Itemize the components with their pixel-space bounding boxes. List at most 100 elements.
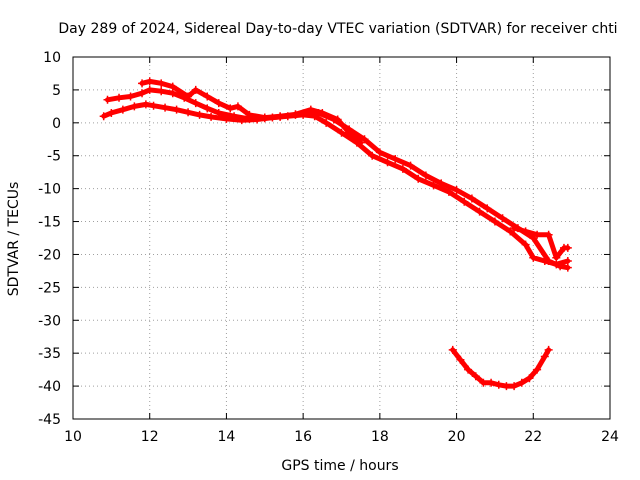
data-point — [245, 110, 254, 119]
x-tick-label: 10 — [64, 429, 82, 445]
data-point — [184, 92, 193, 101]
data-point — [203, 104, 212, 113]
data-point — [544, 257, 553, 266]
series-track-3 — [138, 77, 365, 147]
series-track-2 — [103, 85, 572, 272]
data-point — [383, 158, 392, 167]
data-point — [429, 181, 438, 190]
data-point — [345, 128, 354, 137]
data-point — [544, 230, 553, 239]
series-line — [139, 78, 364, 146]
data-point — [99, 112, 108, 121]
data-point — [483, 204, 492, 213]
data-point — [540, 352, 549, 361]
data-point — [118, 105, 127, 114]
data-point — [191, 99, 200, 108]
data-point — [333, 115, 342, 124]
data-point — [184, 108, 193, 117]
data-point — [556, 262, 565, 271]
data-point — [356, 138, 365, 147]
data-point — [456, 355, 465, 364]
data-point — [203, 92, 212, 101]
y-tick-label: -40 — [38, 379, 61, 395]
data-point — [460, 197, 469, 206]
y-tick-label: -45 — [38, 412, 61, 428]
data-point — [475, 207, 484, 216]
data-point — [103, 95, 112, 104]
data-point — [525, 374, 534, 383]
data-point — [479, 378, 488, 387]
data-point — [448, 345, 457, 354]
x-tick-label: 16 — [294, 429, 312, 445]
x-tick-label: 20 — [448, 429, 466, 445]
y-tick-label: 10 — [43, 50, 61, 66]
data-point — [157, 87, 166, 96]
y-tick-label: -35 — [38, 346, 61, 362]
x-tick-label: 18 — [371, 429, 389, 445]
x-tick-label: 14 — [218, 429, 236, 445]
data-point — [149, 101, 158, 110]
data-point — [368, 151, 377, 160]
data-point — [490, 217, 499, 226]
data-point — [145, 77, 154, 86]
y-axis-title: SDTVAR / TECUs — [6, 182, 22, 297]
data-point — [563, 243, 572, 252]
data-point — [145, 85, 154, 94]
x-axis-title: GPS time / hours — [281, 458, 398, 474]
data-point — [157, 79, 166, 88]
data-point — [517, 378, 526, 387]
data-point — [168, 82, 177, 91]
data-point — [195, 110, 204, 119]
y-tick-label: 0 — [52, 116, 61, 132]
y-tick-label: -10 — [38, 182, 61, 198]
y-tick-label: 5 — [52, 83, 61, 99]
data-point — [230, 112, 239, 121]
data-point — [487, 378, 496, 387]
data-point — [233, 102, 242, 111]
series-line — [450, 347, 552, 389]
data-point — [521, 240, 530, 249]
data-point — [552, 253, 561, 262]
data-point — [414, 174, 423, 183]
data-point — [291, 110, 300, 119]
data-point — [322, 118, 331, 127]
x-tick-label: 12 — [141, 429, 159, 445]
y-tick-label: -25 — [38, 280, 61, 296]
data-point — [141, 100, 150, 109]
data-point — [375, 148, 384, 157]
axis-ticks: 10 12 14 16 18 20 22 24 10 5 0 -5 -10 -15 -20 -25 -30 -35… — [38, 50, 619, 445]
y-tick-label: -15 — [38, 215, 61, 231]
data-point — [544, 345, 553, 354]
y-tick-label: -20 — [38, 247, 61, 263]
data-series — [99, 77, 572, 391]
y-tick-label: -5 — [47, 149, 61, 165]
data-point — [306, 105, 315, 114]
series-track-1 — [99, 100, 572, 269]
data-point — [529, 253, 538, 262]
data-point — [398, 164, 407, 173]
data-point — [406, 161, 415, 170]
data-point — [510, 224, 519, 233]
chart-title: Day 289 of 2024, Sidereal Day-to-day VTE… — [58, 21, 617, 37]
data-point — [421, 171, 430, 180]
data-point — [207, 112, 216, 121]
data-point — [467, 194, 476, 203]
data-point — [276, 112, 285, 121]
data-point — [498, 214, 507, 223]
data-point — [452, 185, 461, 194]
data-point — [437, 179, 446, 188]
data-point — [521, 227, 530, 236]
data-point — [130, 102, 139, 111]
x-tick-label: 24 — [601, 429, 619, 445]
data-point — [138, 89, 147, 98]
data-point — [161, 103, 170, 112]
data-point — [260, 113, 269, 122]
data-point — [391, 155, 400, 164]
data-point — [563, 263, 572, 272]
data-point — [464, 365, 473, 374]
data-point — [115, 93, 124, 102]
data-point — [172, 105, 181, 114]
x-tick-label: 22 — [524, 429, 542, 445]
data-point — [214, 108, 223, 117]
data-point — [510, 382, 519, 391]
